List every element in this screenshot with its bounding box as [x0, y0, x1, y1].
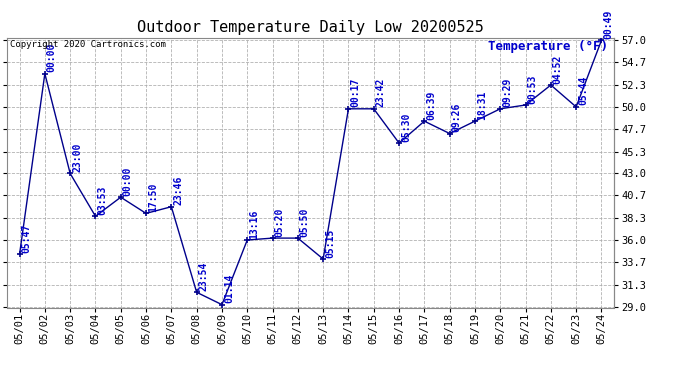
Text: 05:44: 05:44	[578, 76, 588, 105]
Text: 23:46: 23:46	[173, 176, 184, 205]
Text: 05:15: 05:15	[325, 228, 335, 258]
Text: 09:26: 09:26	[452, 103, 462, 132]
Text: 23:42: 23:42	[376, 78, 386, 107]
Text: 00:49: 00:49	[604, 9, 613, 39]
Text: 13:16: 13:16	[249, 209, 259, 238]
Text: 05:47: 05:47	[21, 224, 32, 253]
Text: 09:29: 09:29	[502, 78, 512, 107]
Title: Outdoor Temperature Daily Low 20200525: Outdoor Temperature Daily Low 20200525	[137, 20, 484, 35]
Text: 01:14: 01:14	[224, 274, 234, 303]
Text: 03:53: 03:53	[97, 185, 108, 215]
Text: 05:50: 05:50	[300, 207, 310, 237]
Text: 23:00: 23:00	[72, 142, 82, 172]
Text: Copyright 2020 Cartronics.com: Copyright 2020 Cartronics.com	[10, 40, 166, 49]
Text: 23:54: 23:54	[199, 261, 208, 291]
Text: 05:30: 05:30	[401, 112, 411, 142]
Text: 00:00: 00:00	[123, 166, 132, 196]
Text: Temperature (°F): Temperature (°F)	[488, 40, 608, 53]
Text: 00:00: 00:00	[47, 43, 57, 72]
Text: 00:53: 00:53	[528, 74, 538, 104]
Text: 04:52: 04:52	[553, 54, 563, 84]
Text: 18:31: 18:31	[477, 90, 487, 120]
Text: 17:50: 17:50	[148, 183, 158, 212]
Text: 00:17: 00:17	[351, 78, 360, 107]
Text: 06:39: 06:39	[426, 90, 436, 120]
Text: 05:20: 05:20	[275, 207, 284, 237]
